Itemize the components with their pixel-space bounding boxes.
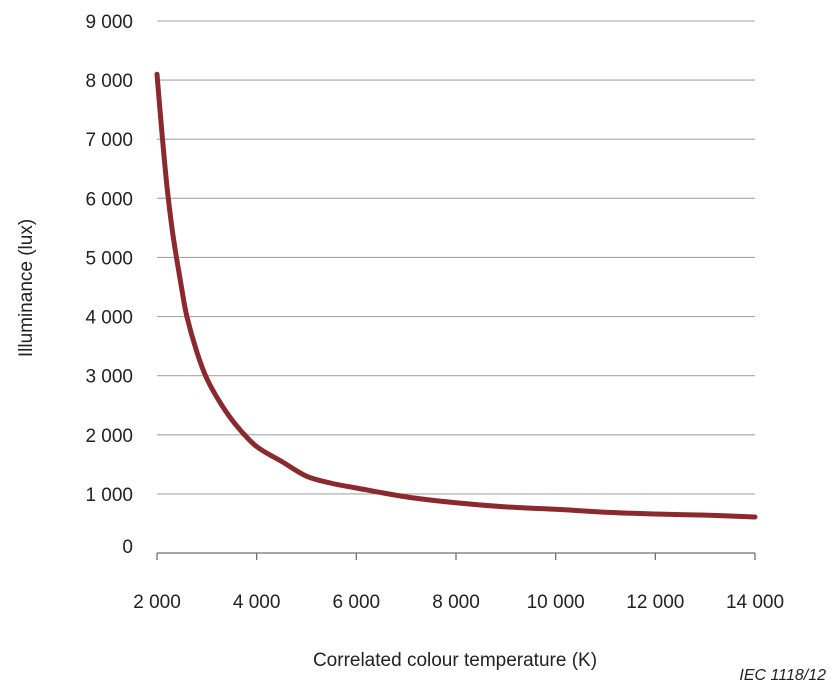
y-axis-label: Illuminance (lux): [16, 219, 37, 357]
x-tick-labels: 2 000 4 000 6 000 8 000 10 000 12 000 14 000: [133, 592, 784, 613]
y-tick-labels: 0 1 000 2 000 3 000 4 000 5 000 6 000 7 000 8 00…: [85, 12, 133, 558]
y-tick-label: 8 000: [85, 71, 133, 92]
y-tick-label: 4 000: [85, 308, 133, 329]
x-tick-label: 10 000: [527, 592, 585, 613]
source-note: IEC 1118/12: [739, 667, 826, 684]
y-tick-label: 6 000: [85, 189, 133, 210]
y-tick-label: 2 000: [85, 426, 133, 447]
x-tick-label: 2 000: [133, 592, 181, 613]
y-tick-label: 5 000: [85, 248, 133, 269]
x-tick-label: 12 000: [626, 592, 684, 613]
x-tick-label: 6 000: [333, 592, 381, 613]
x-tick-label: 8 000: [432, 592, 480, 613]
y-tick-label: 3 000: [85, 367, 133, 388]
x-axis-label: Correlated colour temperature (K): [313, 650, 597, 671]
y-tick-label: 0: [122, 537, 133, 558]
x-tick-label: 14 000: [726, 592, 784, 613]
series: [154, 71, 758, 520]
y-tick-label: 1 000: [85, 485, 133, 506]
y-tick-label: 7 000: [85, 130, 133, 151]
series-line: [154, 71, 758, 520]
axes: [156, 552, 756, 560]
x-tick-label: 4 000: [233, 592, 281, 613]
grid-lines: [157, 20, 755, 495]
y-tick-label: 9 000: [85, 12, 133, 33]
